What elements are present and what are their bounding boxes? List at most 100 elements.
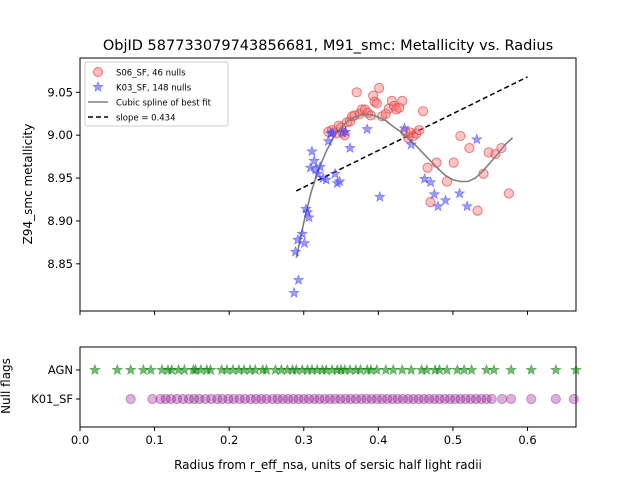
s06-point [380, 108, 391, 119]
bottom-y-axis-label: Null flags [0, 358, 13, 414]
k01-sf-point [239, 393, 250, 405]
agn-point [124, 363, 137, 376]
x-tick-label: 0.0 [71, 433, 89, 447]
bottom-x-ticks: 0.0 0.1 0.2 0.3 0.4 0.5 0.6 [71, 427, 537, 447]
k03-point [296, 227, 309, 239]
top-y-axis-label: Z94_smc metallicity [21, 124, 35, 245]
x-tick-label: 0.4 [369, 433, 387, 447]
s06-point [503, 188, 514, 199]
k03-point [312, 167, 324, 179]
agn-point [505, 363, 518, 376]
k01-sf-point [408, 393, 419, 405]
k01-sf-point [212, 393, 223, 405]
top-y-ticks: 8.85 8.90 8.95 9.00 9.05 [47, 85, 80, 271]
s06-point [386, 95, 397, 106]
k01-sf-point [147, 393, 158, 405]
k03-point [304, 161, 317, 173]
k01-sf-point [476, 393, 487, 405]
k01-sf-point [506, 393, 517, 405]
legend-frame [84, 61, 229, 127]
k03-point [424, 176, 437, 188]
agn-point [488, 363, 500, 376]
k01-sf-point [455, 393, 466, 405]
k01-sf-point [434, 393, 445, 405]
k03-point [428, 188, 441, 200]
y-tick-label: 9.05 [47, 85, 73, 99]
k01-sf-point [256, 393, 267, 405]
x-tick-label: 0.5 [444, 433, 462, 447]
agn-point [549, 363, 562, 376]
chart-title: ObjID 587733079743856681, M91_smc: Metal… [103, 38, 553, 54]
k01-sf-point [177, 393, 189, 405]
s06-point [472, 205, 483, 216]
agn-point [387, 363, 400, 376]
k01-sf-point [392, 393, 403, 405]
agn-point [570, 363, 582, 376]
k01-sf-point [319, 393, 330, 405]
s06-point [397, 95, 408, 106]
k03-point [292, 274, 305, 286]
k01-sf-point [194, 393, 205, 405]
legend-marker-s06 [93, 67, 103, 77]
k03-point [471, 133, 483, 145]
legend-label-s06: S06_SF, 46 nulls [116, 69, 186, 79]
k01-sf-point [497, 393, 508, 405]
k01-sf-point [245, 393, 256, 405]
k01-sf-point [288, 393, 299, 405]
k03-point [289, 245, 302, 257]
legend-marker-k03 [92, 80, 104, 92]
k01-sf-point [200, 393, 211, 405]
y-tick-label: 9.00 [47, 128, 73, 142]
bottom-plot-frame [79, 346, 577, 428]
k03-point [333, 175, 346, 187]
s06-point [425, 196, 436, 208]
k01-sf-point [183, 393, 194, 405]
k01-sf-point [350, 393, 362, 405]
s06-point [414, 124, 425, 136]
s06-point [455, 130, 466, 142]
bottom-x-axis-label: Radius from r_eff_nsa, units of sersic h… [174, 458, 482, 472]
k01-sf-point [366, 393, 377, 405]
k01-sf-point [250, 393, 262, 405]
k01-sf-point [376, 393, 388, 405]
k01-sf-point [340, 393, 351, 405]
k01-sf-point [303, 393, 315, 405]
k01-sf-point [413, 393, 424, 405]
k01-sf-point [324, 393, 335, 405]
k01-sf-point [550, 393, 561, 405]
k03-point [322, 135, 335, 147]
k01-sf-point [481, 393, 492, 405]
k03-point [398, 122, 411, 134]
y-tick-label: K01_SF [31, 392, 73, 406]
k01-sf-point [345, 393, 356, 405]
agn-point [441, 363, 453, 376]
k01-sf-point [439, 393, 450, 405]
k03-point [405, 138, 417, 150]
k01-sf-point [382, 393, 393, 405]
s06-point [383, 103, 394, 114]
y-tick-label: 8.95 [47, 171, 73, 185]
k01-sf-point [356, 393, 367, 405]
k03-point [308, 154, 320, 166]
k01-sf-point [160, 393, 171, 405]
k01-sf-point [293, 393, 304, 405]
k01-sf-point [371, 393, 382, 405]
legend-label-k03: K03_SF, 148 nulls [116, 84, 192, 94]
k01-sf-point [282, 393, 294, 405]
k03-point [288, 286, 300, 298]
y-tick-label: 8.85 [47, 257, 73, 271]
k03-point [439, 194, 452, 206]
k03-point [327, 126, 339, 138]
s06-point [351, 87, 362, 98]
k01-sf-point [261, 393, 272, 405]
top-plot-marks [288, 76, 528, 298]
x-tick-label: 0.2 [220, 433, 238, 447]
k03-point [374, 190, 386, 202]
k03-point [453, 187, 466, 199]
k03-point [298, 237, 311, 249]
s06-point [373, 82, 385, 94]
k03-point [306, 145, 318, 157]
k01-sf-point [165, 393, 177, 405]
k03-point [344, 141, 356, 153]
k01-sf-point [486, 393, 497, 405]
